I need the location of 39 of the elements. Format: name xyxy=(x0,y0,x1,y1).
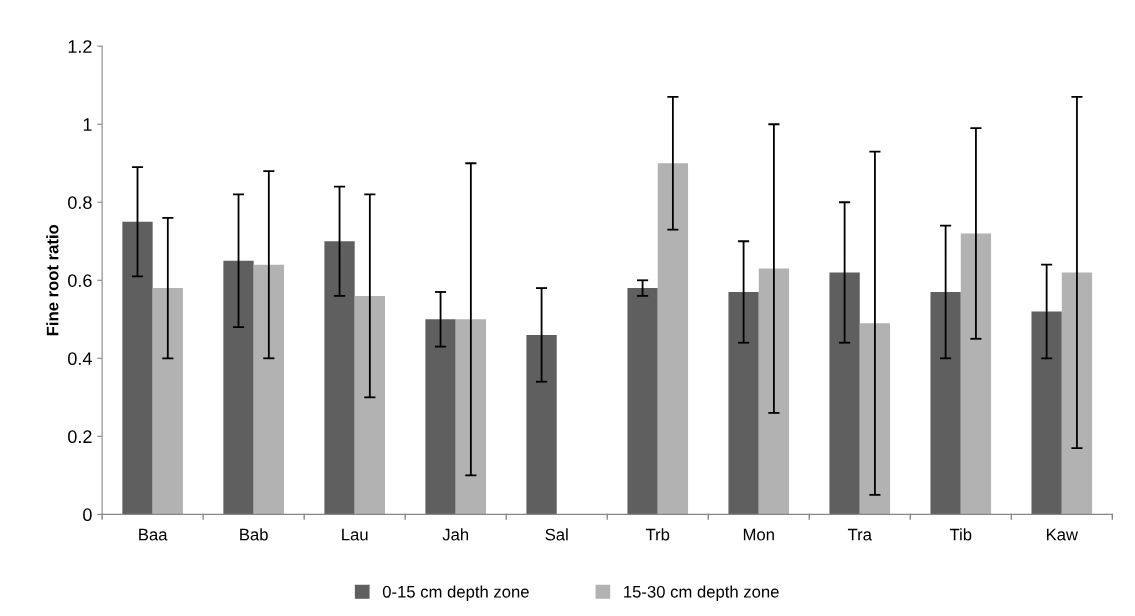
y-tick-label: 1 xyxy=(83,118,92,131)
bar xyxy=(960,233,992,515)
x-tick-label: Lau xyxy=(342,528,368,541)
bar xyxy=(1061,272,1093,515)
x-tick-label: Trb xyxy=(645,528,670,541)
bar xyxy=(354,295,385,515)
bar xyxy=(728,291,759,515)
bar xyxy=(758,268,790,515)
y-tick-label: 0.2 xyxy=(68,430,92,444)
bar xyxy=(657,163,689,515)
x-tick-label: Mon xyxy=(743,528,774,541)
bar xyxy=(627,288,658,515)
bar xyxy=(223,260,254,515)
y-axis-title: Fine root ratio xyxy=(46,224,59,336)
x-tick-label: Kaw xyxy=(1046,528,1079,541)
bar xyxy=(1031,311,1062,515)
bar xyxy=(253,264,284,515)
bar xyxy=(425,319,456,515)
x-tick-label: Tib xyxy=(949,528,972,541)
x-tick-label: Jah xyxy=(442,528,469,541)
y-tick-label: 0.4 xyxy=(68,352,92,366)
y-tick-label: 0.6 xyxy=(68,274,92,287)
bar xyxy=(324,241,355,515)
x-tick-label: Tra xyxy=(847,528,872,541)
y-tick-label: 0 xyxy=(83,508,92,522)
bar xyxy=(829,272,860,515)
legend-label: 15-30 cm depth zone xyxy=(624,585,779,601)
bar xyxy=(455,319,487,515)
bar xyxy=(152,288,183,515)
bar xyxy=(122,221,153,515)
bar xyxy=(930,291,961,515)
y-tick-label: 1.2 xyxy=(68,40,92,53)
x-tick-label: Sal xyxy=(545,528,568,541)
x-tick-label: Bab xyxy=(240,528,268,541)
legend-label: 0-15 cm depth zone xyxy=(382,585,529,601)
bar xyxy=(859,323,891,515)
y-tick-label: 0.8 xyxy=(68,196,92,209)
x-tick-label: Baa xyxy=(139,528,168,541)
bar xyxy=(526,334,557,515)
